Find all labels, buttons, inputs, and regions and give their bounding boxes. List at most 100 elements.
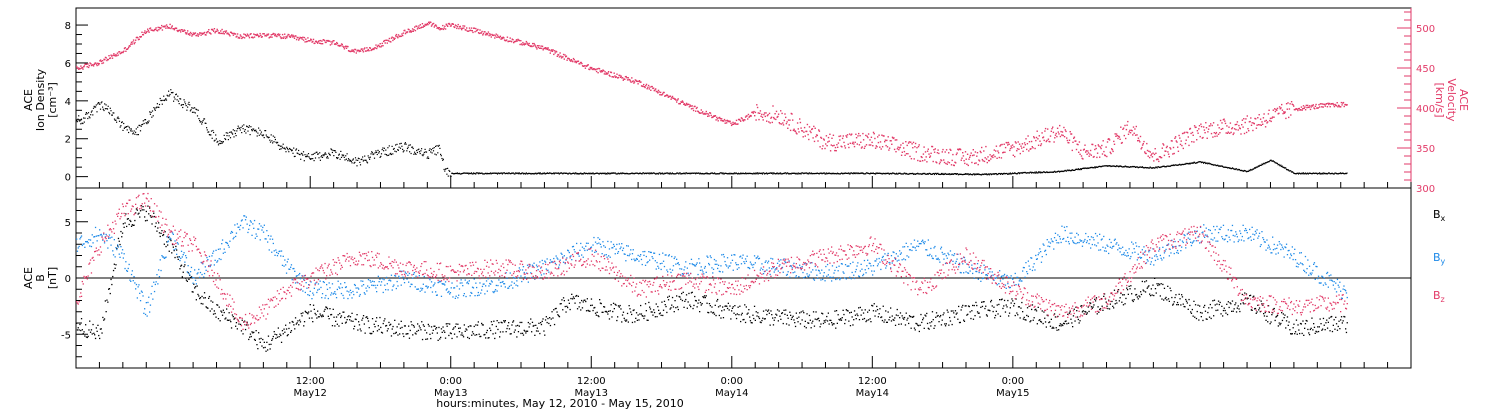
velocity-point [491,33,493,36]
field-point-bx [933,327,935,329]
velocity-point [480,32,483,34]
density-point [1321,172,1323,174]
density-point [655,173,657,175]
density-point [1165,166,1167,168]
density-point [423,153,425,155]
velocity-point [702,111,704,113]
density-point [1207,163,1209,165]
density-point [1264,162,1267,164]
field-point-bx [790,318,793,320]
density-point [590,173,592,175]
velocity-point [77,67,79,69]
velocity-point [651,85,653,88]
field-point-bx [460,334,462,336]
field-point-bx [1088,310,1090,313]
density-point [183,99,185,101]
velocity-point [87,66,90,69]
velocity-point [136,36,138,38]
velocity-point [383,40,385,43]
density-point [442,159,444,161]
velocity-point [342,45,344,48]
velocity-point [232,32,234,35]
density-point [528,172,530,175]
velocity-point [977,163,979,166]
density-point [300,158,302,160]
velocity-point [89,62,91,64]
velocity-point [813,125,815,128]
density-point [328,153,331,156]
field-point-bx [352,320,354,322]
velocity-point [1219,132,1221,134]
velocity-point [486,34,488,36]
velocity-point [1014,141,1017,143]
density-point [562,173,564,175]
velocity-point [1222,119,1225,121]
density-point [775,173,777,175]
field-point-bx [344,322,347,324]
field-point-bx [1096,313,1098,315]
field-point-bx [290,330,293,332]
field-point-bx [805,327,807,329]
density-point [578,173,580,175]
velocity-point [553,50,556,52]
velocity-point [638,80,641,82]
velocity-point [331,43,333,45]
field-point-bx [972,318,975,320]
density-point [509,173,511,175]
velocity-point [271,36,273,38]
field-point-bx [577,295,579,297]
field-point-bx [534,334,536,336]
density-point [121,121,123,124]
density-point [985,173,988,175]
field-point-bx [701,303,703,305]
field-point-bx [317,310,319,312]
density-point [863,173,865,175]
velocity-point [570,59,573,61]
density-point [1174,164,1176,166]
velocity-point [765,112,767,114]
field-point-bx [753,317,755,320]
field-point-bx [736,313,738,315]
field-point-bx [373,323,375,325]
field-point-bx [399,333,401,335]
density-point [155,107,157,109]
velocity-point [943,159,945,161]
density-point [223,134,225,136]
velocity-point [134,41,136,44]
velocity-point [1121,141,1123,144]
density-point [281,145,283,147]
density-point [921,173,923,175]
density-point [1337,173,1339,175]
density-point [645,173,647,175]
density-point [1266,161,1268,163]
velocity-point [1001,143,1003,146]
velocity-point [1337,106,1339,108]
density-point [1066,169,1068,171]
velocity-point [1122,127,1125,129]
density-point [741,172,743,174]
field-point-bx [451,337,453,340]
density-point [981,173,983,175]
velocity-point [276,35,278,38]
velocity-point [1124,124,1126,127]
velocity-point [666,94,669,97]
velocity-point [803,126,806,129]
velocity-point [389,40,391,43]
density-point [1334,172,1336,174]
field-point-bx [846,309,848,312]
velocity-point [607,72,609,74]
velocity-point [385,39,388,41]
field-point-bx [594,306,596,309]
velocity-point [692,107,694,110]
field-point-bx [484,333,486,336]
density-point [319,152,321,154]
density-point [277,141,279,143]
field-point-bx [1084,310,1086,313]
field-point-bx [216,304,218,306]
density-point [1203,162,1205,164]
field-point-bx [121,236,123,238]
field-point-bx [564,305,566,308]
density-point [713,172,715,175]
density-point [257,132,259,134]
field-point-bx [361,319,363,321]
